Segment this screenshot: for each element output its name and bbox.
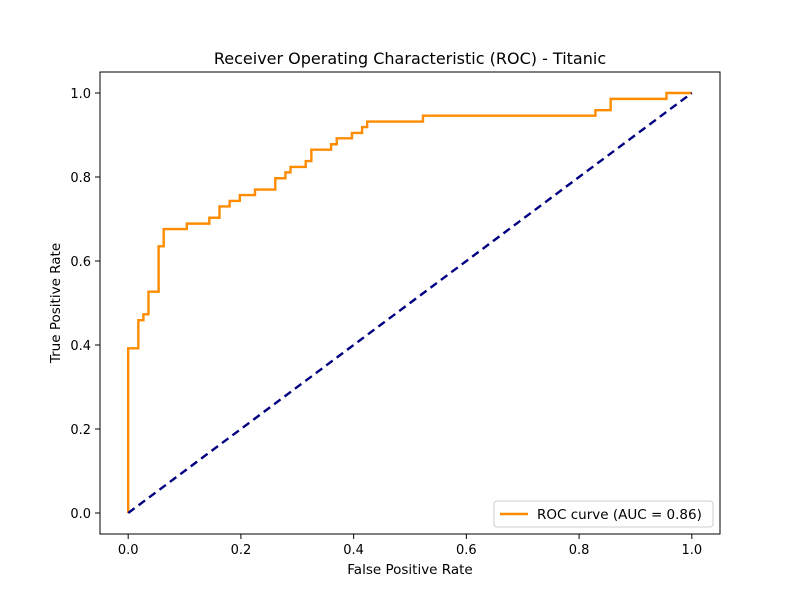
x-tick-label: 0.2	[231, 543, 252, 558]
y-tick-label: 1.0	[70, 87, 91, 102]
y-axis-label: True Positive Rate	[48, 243, 64, 364]
y-tick-label: 0.6	[70, 255, 91, 270]
chart-title: Receiver Operating Characteristic (ROC) …	[214, 49, 606, 68]
roc-curve-line	[126, 91, 692, 513]
axes-frame	[99, 71, 721, 535]
y-tick-label: 0.4	[70, 339, 91, 354]
x-axis-ticks: 0.0 0.2 0.4 0.6 0.8 1.0	[118, 534, 702, 558]
chance-diagonal-line	[127, 92, 693, 514]
x-tick-label: 0.4	[343, 543, 364, 558]
y-tick-label: 0.8	[70, 171, 91, 186]
x-tick-label: 0.8	[569, 543, 590, 558]
y-tick-label: 0.0	[70, 507, 91, 522]
y-axis-ticks: 0.0 0.2 0.4 0.6 0.8 1.0	[70, 87, 100, 522]
x-axis-label: False Positive Rate	[347, 562, 472, 578]
y-tick-label: 0.2	[70, 423, 91, 438]
legend: ROC curve (AUC = 0.86)	[493, 500, 714, 528]
legend-label-roc-curve: ROC curve (AUC = 0.86)	[537, 507, 702, 523]
x-tick-label: 1.0	[681, 543, 702, 558]
legend-box	[493, 500, 714, 528]
x-tick-label: 0.0	[118, 543, 139, 558]
x-tick-label: 0.6	[456, 543, 477, 558]
plot-area	[99, 71, 721, 535]
